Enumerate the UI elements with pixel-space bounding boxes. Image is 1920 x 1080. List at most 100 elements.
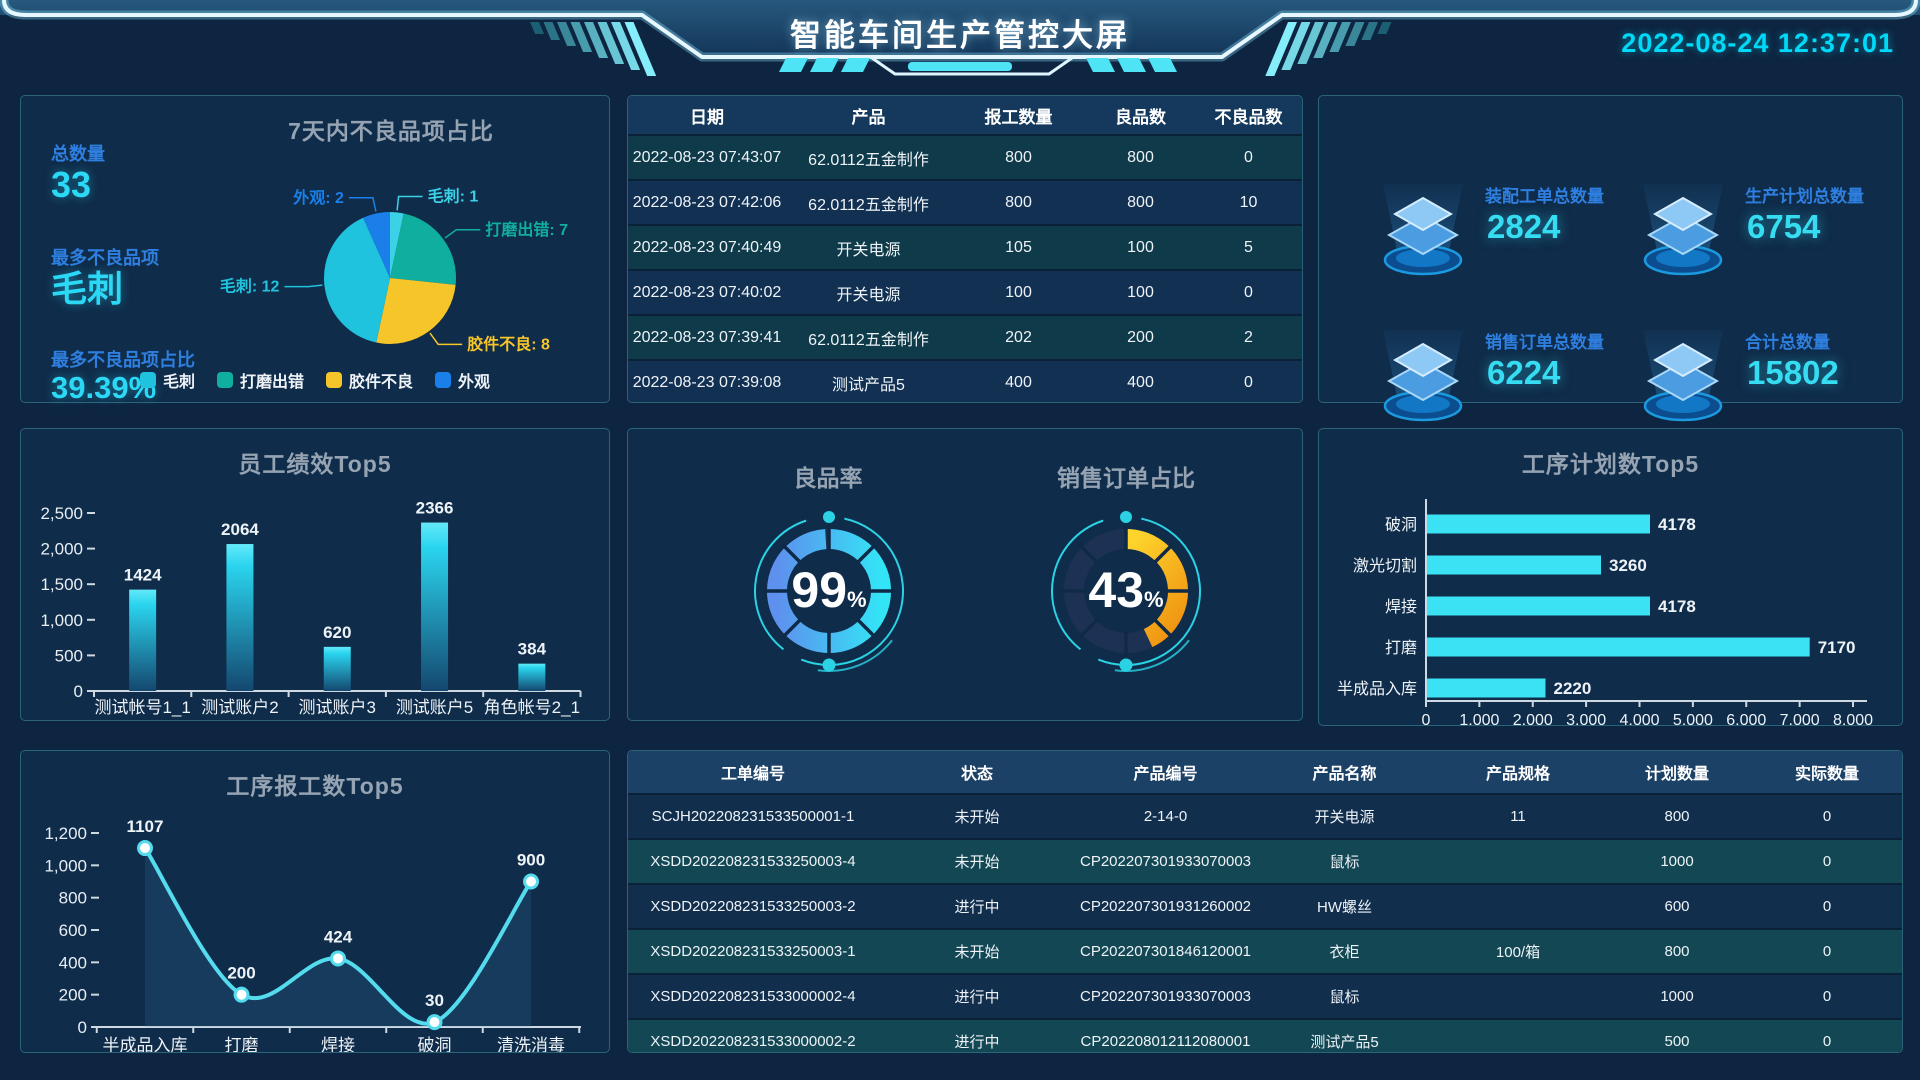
gauge-charts: 99% 43% bbox=[754, 511, 1201, 672]
header: 智能车间生产管控大屏 2022-08-24 12:37:01 bbox=[0, 0, 1920, 92]
table-row: XSDD202208231533250003-2 进行中 CP20220730193… bbox=[628, 885, 1902, 930]
data-point bbox=[523, 873, 539, 890]
bar bbox=[226, 544, 254, 691]
table-cell: 0 bbox=[1244, 148, 1253, 166]
table-cell: 600 bbox=[1664, 898, 1690, 915]
svg-text:0: 0 bbox=[74, 682, 83, 701]
svg-text:0: 0 bbox=[78, 1018, 87, 1037]
total-card-sales-orders: 销售订单总数量 6224 bbox=[1367, 314, 1627, 449]
total-value: 2824 bbox=[1487, 208, 1561, 245]
svg-text:2,000: 2,000 bbox=[40, 540, 83, 559]
panel-title: 7天内不良品项占比 bbox=[288, 118, 494, 144]
table-cell: 5 bbox=[1244, 238, 1253, 256]
pie-legend: 毛刺 打磨出错 胶件不良 外观 bbox=[21, 368, 609, 392]
column-header: 工单编号 bbox=[720, 766, 785, 783]
panel-gauges: 良品率 销售订单占比 99% 43% bbox=[627, 428, 1303, 721]
column-header: 良品数 bbox=[1115, 107, 1166, 127]
legend-label: 外观 bbox=[458, 374, 491, 391]
table-cell: 0 bbox=[1244, 373, 1253, 391]
column-header: 报工数量 bbox=[984, 107, 1053, 127]
stack-icon bbox=[1627, 176, 1739, 286]
panel-report-table: 日期 产品 报工数量 良品数 不良品数 2022-08-23 07:43:07 62.011… bbox=[627, 95, 1303, 403]
svg-text:半成品入库: 半成品入库 bbox=[103, 1036, 188, 1052]
svg-text:1,000: 1,000 bbox=[40, 611, 83, 630]
gauge-title-sales: 销售订单占比 bbox=[1057, 465, 1195, 491]
table-cell: 测试产品5 bbox=[832, 376, 905, 394]
table-cell: 800 bbox=[1127, 148, 1154, 166]
bar bbox=[1427, 514, 1651, 534]
svg-text:7,000: 7,000 bbox=[1780, 712, 1820, 725]
table-cell: 62.0112五金制作 bbox=[808, 151, 929, 169]
total-card-assembly: 装配工单总数量 2824 bbox=[1367, 168, 1627, 303]
table-cell: 2-14-0 bbox=[1143, 808, 1188, 825]
total-label: 生产计划总数量 bbox=[1745, 187, 1864, 206]
svg-text:1,000: 1,000 bbox=[1459, 712, 1499, 725]
table-cell: 100 bbox=[1127, 238, 1154, 256]
svg-text:600: 600 bbox=[59, 921, 87, 940]
table-cell: 1000 bbox=[1660, 853, 1694, 870]
table-cell: 2022-08-23 07:40:49 bbox=[632, 238, 782, 256]
table-cell: 100/箱 bbox=[1495, 944, 1541, 961]
svg-text:测试账户3: 测试账户3 bbox=[299, 698, 376, 717]
data-point bbox=[137, 840, 153, 857]
process-report-line-chart: 0 200 400 600 800 1,000 1,200 1107 半成品入库 200 打磨 424… bbox=[44, 817, 581, 1052]
stat-label: 最多不良品项 bbox=[51, 248, 159, 268]
svg-text:角色帐号2_1: 角色帐号2_1 bbox=[484, 698, 580, 717]
table-cell: 100 bbox=[1005, 283, 1032, 301]
table-row: 2022-08-23 07:43:07 62.0112五金制作 800 800 0 bbox=[628, 136, 1302, 181]
table-cell: 400 bbox=[1127, 373, 1154, 391]
table-cell: 开关电源 bbox=[1314, 809, 1375, 826]
clock: 2022-08-24 12:37:01 bbox=[1621, 28, 1894, 58]
table-cell: 0 bbox=[1822, 943, 1832, 960]
table-cell: 800 bbox=[1664, 808, 1690, 825]
panel-workorder-table: 工单编号 状态 产品编号 产品名称 产品规格 计划数量 实际数量 SCJH2022082315… bbox=[627, 750, 1903, 1053]
table-cell: 未开始 bbox=[954, 854, 1000, 871]
gauge-value: 99% bbox=[791, 562, 866, 618]
svg-text:200: 200 bbox=[59, 986, 87, 1005]
stat-value: 毛刺 bbox=[51, 268, 124, 309]
table-cell: 0 bbox=[1822, 898, 1832, 915]
table-cell: 100 bbox=[1127, 283, 1154, 301]
table-cell: 800 bbox=[1005, 193, 1032, 211]
table-row: XSDD202208231533000002-4 进行中 CP20220730193… bbox=[628, 975, 1902, 1020]
stat-top-defect-ratio: 最多不良品项占比 39.39% bbox=[51, 346, 195, 405]
pie-slice bbox=[376, 278, 456, 344]
stat-label: 最多不良品项占比 bbox=[51, 350, 195, 370]
column-header: 日期 bbox=[690, 107, 724, 127]
table-cell: 105 bbox=[1005, 238, 1032, 256]
table-cell: 0 bbox=[1822, 808, 1832, 825]
data-point bbox=[330, 950, 346, 967]
stat-value: 33 bbox=[51, 164, 92, 205]
svg-text:2064: 2064 bbox=[221, 520, 259, 539]
pie-callout-label: 外观: 2 bbox=[292, 188, 344, 207]
bar bbox=[129, 589, 157, 691]
panel-title: 工序计划数Top5 bbox=[1521, 451, 1700, 477]
table-cell: 衣柜 bbox=[1329, 944, 1360, 961]
table-cell: 400 bbox=[1005, 373, 1032, 391]
table-cell: XSDD202208231533000002-2 bbox=[650, 1033, 856, 1050]
total-value: 15802 bbox=[1747, 354, 1839, 391]
table-cell: 2022-08-23 07:43:07 bbox=[632, 148, 782, 166]
svg-text:2,500: 2,500 bbox=[40, 504, 83, 523]
table-cell: 62.0112五金制作 bbox=[808, 196, 929, 214]
table-cell: 鼠标 bbox=[1329, 989, 1360, 1006]
total-label: 装配工单总数量 bbox=[1485, 187, 1604, 206]
process-plan-bar-chart: 0 1,000 2,000 3,000 4,000 5,000 6,000 7,000 8,00… bbox=[1337, 499, 1873, 725]
bar bbox=[421, 522, 449, 691]
table-row: XSDD202208231533250003-1 未开始 CP20220730184… bbox=[628, 930, 1902, 975]
stat-label: 总数量 bbox=[51, 144, 105, 164]
table-cell: 0 bbox=[1244, 283, 1253, 301]
svg-text:焊接: 焊接 bbox=[321, 1036, 355, 1052]
stack-icon bbox=[1367, 322, 1479, 432]
panel-defect-ratio: 7天内不良品项占比 总数量 33 最多不良品项 毛刺 最多不良品项占比 39.3… bbox=[20, 95, 610, 405]
legend-item: 胶件不良 bbox=[326, 368, 413, 392]
pie-slice bbox=[390, 212, 404, 278]
bar bbox=[1427, 555, 1602, 575]
pie-callout-label: 胶件不良: 8 bbox=[467, 334, 550, 353]
table-cell: SCJH202208231533500001-1 bbox=[651, 808, 855, 825]
page-title: 智能车间生产管控大屏 bbox=[790, 18, 1130, 53]
svg-text:5,000: 5,000 bbox=[1673, 712, 1713, 725]
svg-text:焊接: 焊接 bbox=[1385, 598, 1417, 616]
table-cell: 进行中 bbox=[954, 899, 1000, 916]
